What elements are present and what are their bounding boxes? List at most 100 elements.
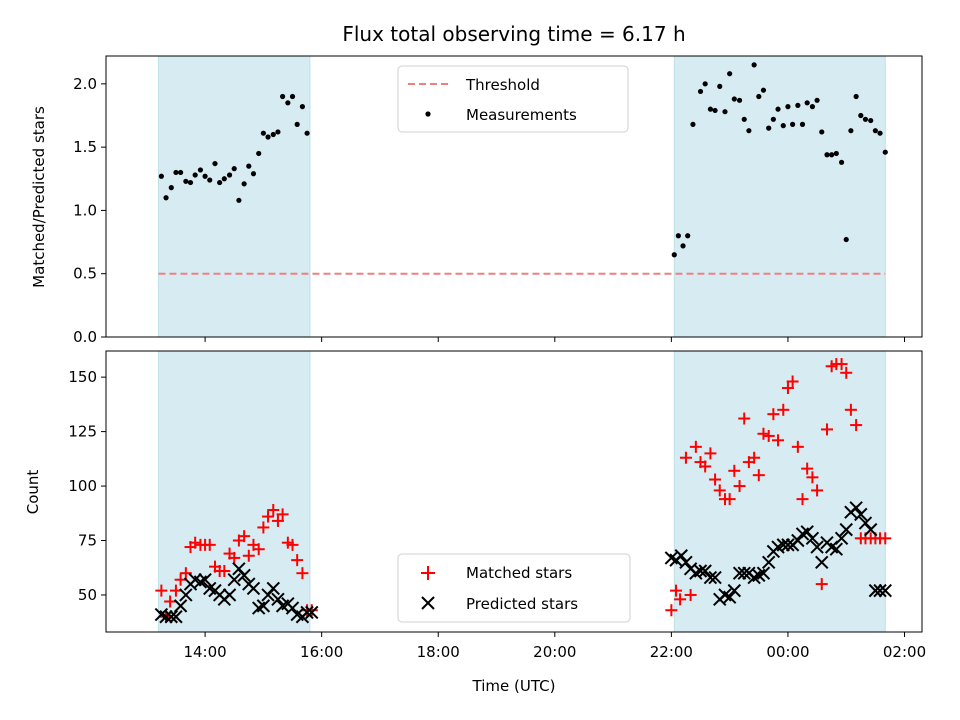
- count-ytick-label: 100: [68, 477, 97, 495]
- predicted-star-point: [674, 549, 688, 563]
- predicted-star-point: [762, 555, 776, 570]
- measurement-point: [226, 172, 233, 178]
- measurement-point: [187, 179, 194, 186]
- ratio-ytick-label: 1.5: [73, 138, 97, 156]
- predicted-star-point: [878, 583, 892, 598]
- measurement-point: [795, 102, 801, 108]
- count-ytick-label: 150: [68, 368, 97, 386]
- measurement-point: [717, 83, 723, 89]
- predicted-star-point: [169, 610, 183, 624]
- count-y-axis-label: Count: [24, 470, 42, 515]
- measurement-point: [183, 178, 189, 184]
- predicted-star-point: [756, 566, 771, 580]
- predicted-star-point: [159, 610, 173, 624]
- predicted-star-point: [246, 581, 261, 596]
- predicted-star-point: [693, 564, 708, 578]
- measurement-point: [770, 116, 776, 122]
- predicted-star-point: [873, 583, 887, 598]
- x-tick-label: 18:00: [417, 643, 460, 661]
- matched-star-point: [704, 447, 717, 460]
- measurement-point: [712, 107, 718, 114]
- predicted-star-point: [737, 566, 751, 580]
- measurement-point: [246, 163, 252, 169]
- predicted-star-point: [198, 573, 212, 587]
- matched-star-point: [796, 493, 809, 506]
- measurement-point: [702, 81, 708, 87]
- matched-star-point: [850, 419, 863, 432]
- matched-star-point: [752, 469, 765, 482]
- measurement-point: [260, 130, 266, 136]
- matched-star-point: [291, 554, 304, 567]
- measurement-point: [221, 176, 227, 182]
- matched-star-point: [781, 382, 794, 395]
- matched-star-point: [844, 403, 857, 416]
- predicted-star-point: [237, 568, 251, 583]
- matched-star-point: [786, 375, 799, 388]
- predicted-star-point: [805, 531, 820, 546]
- measurement-point: [824, 152, 830, 158]
- x-tick-label: 02:00: [883, 643, 926, 661]
- predicted-star-point: [222, 588, 237, 602]
- measurement-point: [868, 117, 874, 124]
- measurement-point: [192, 172, 198, 178]
- measurement-point: [236, 197, 242, 203]
- predicted-star-point: [256, 599, 271, 613]
- matched-star-point: [748, 451, 761, 464]
- predicted-star-point: [300, 605, 314, 620]
- measurement-point: [202, 173, 208, 179]
- matched-star-point: [164, 595, 177, 608]
- measurement-point: [760, 87, 767, 93]
- measurement-point: [858, 112, 864, 119]
- measurement-point: [241, 181, 247, 187]
- measurement-point: [746, 128, 752, 134]
- matched-star-point: [762, 429, 775, 442]
- measurement-point: [780, 123, 786, 129]
- predicted-star-point: [727, 583, 742, 598]
- predicted-star-point: [703, 570, 718, 585]
- legend-matched-swatch: [421, 566, 435, 580]
- ratio-ytick-label: 0.5: [73, 265, 97, 283]
- ratio-ytick-label: 0.0: [73, 328, 97, 346]
- measurement-point: [304, 130, 310, 136]
- measurement-point: [289, 93, 296, 100]
- ratio-panel: 0.00.51.01.52.0 Matched/Predicted stars …: [30, 55, 923, 346]
- measurement-point: [877, 130, 883, 136]
- predicted-star-point: [271, 592, 285, 607]
- predicted-star-point: [679, 555, 693, 570]
- matched-star-point: [665, 604, 678, 617]
- matched-star-point: [257, 521, 270, 534]
- measurement-point: [275, 129, 281, 135]
- x-tick-label: 00:00: [766, 643, 809, 661]
- matched-star-point: [733, 480, 746, 493]
- measurement-point: [671, 252, 677, 258]
- measurement-point: [158, 173, 164, 179]
- measurement-point: [814, 97, 820, 103]
- measurement-point: [799, 121, 806, 127]
- measurement-point: [168, 185, 174, 191]
- x-tick-label: 16:00: [300, 643, 343, 661]
- predicted-star-point: [834, 531, 849, 546]
- measurement-point: [809, 104, 816, 110]
- measurement-point: [756, 93, 762, 100]
- predicted-star-point: [781, 538, 795, 552]
- predicted-star-point: [227, 573, 241, 587]
- predicted-star-point: [179, 588, 193, 602]
- measurement-point: [843, 236, 849, 243]
- ratio-ytick-label: 1.0: [73, 201, 97, 219]
- matched-star-point: [228, 551, 241, 564]
- measurement-point: [197, 167, 204, 173]
- measurement-point: [862, 116, 869, 122]
- measurement-point: [790, 121, 796, 127]
- matched-star-point: [879, 532, 892, 545]
- matched-star-point: [757, 427, 770, 440]
- legend-matched-label: Matched stars: [466, 564, 572, 582]
- x-tick-label: 14:00: [183, 643, 226, 661]
- measurement-point: [848, 128, 854, 134]
- measurement-point: [265, 134, 271, 140]
- matched-star-point: [689, 440, 702, 453]
- ratio-legend: Threshold Measurements: [397, 65, 629, 133]
- measurement-point: [872, 128, 878, 134]
- measurement-point: [294, 121, 300, 127]
- matched-star-point: [238, 530, 251, 543]
